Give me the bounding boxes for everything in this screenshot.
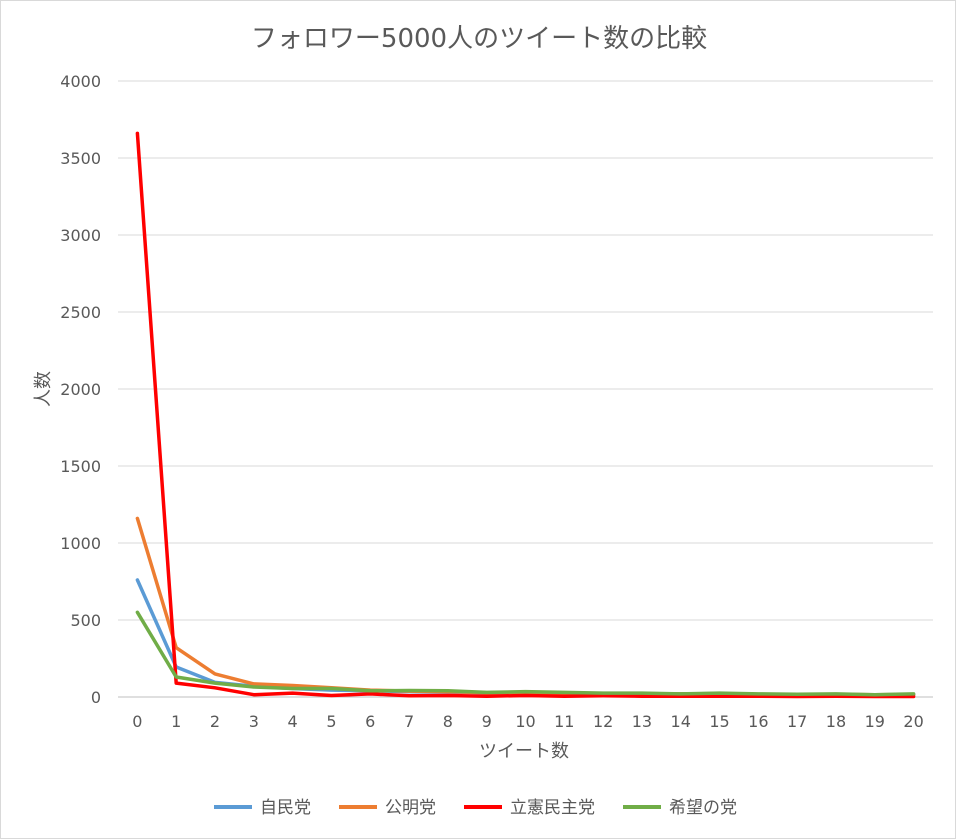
x-tick-label: 15 [709,712,729,731]
x-axis-tick-labels: 0 1 2 3 4 5 6 7 8 9 10 11 12 13 14 15 16 17 18 19 20 [132,712,923,731]
gridlines [118,80,933,698]
chart-title: フォロワー5000人のツイート数の比較 [251,24,707,54]
x-tick-label: 19 [865,712,885,731]
x-tick-label: 16 [748,712,768,731]
x-tick-label: 4 [288,712,298,731]
y-tick-label: 1000 [60,534,101,553]
legend: 自民党 公明党 立憲民主党 希望の党 [214,797,737,818]
series-line-1 [135,516,916,697]
x-tick-label: 3 [249,712,259,731]
y-tick-label: 0 [91,688,101,707]
y-tick-label: 3500 [60,149,101,168]
y-axis-tick-labels: 0 500 1000 1500 2000 2500 3000 3500 4000 [60,72,101,707]
x-tick-label: 18 [826,712,846,731]
x-tick-label: 9 [482,712,492,731]
x-tick-label: 8 [443,712,453,731]
y-tick-label: 3000 [60,226,101,245]
legend-item: 立憲民主党 [464,797,595,818]
x-tick-label: 10 [515,712,535,731]
x-tick-label: 1 [171,712,181,731]
x-tick-label: 14 [671,712,691,731]
x-tick-label: 20 [903,712,923,731]
x-tick-label: 5 [326,712,336,731]
y-tick-label: 1500 [60,457,101,476]
x-tick-label: 6 [365,712,375,731]
x-tick-label: 2 [210,712,220,731]
x-tick-label: 13 [632,712,652,731]
y-tick-label: 500 [70,611,101,630]
y-tick-label: 4000 [60,72,101,91]
legend-item: 自民党 [214,798,311,818]
x-tick-label: 7 [404,712,414,731]
legend-label: 自民党 [260,798,311,818]
x-tick-label: 12 [593,712,613,731]
legend-item: 希望の党 [623,798,737,818]
x-tick-label: 11 [554,712,574,731]
legend-label: 公明党 [385,798,436,818]
legend-label: 立憲民主党 [510,797,595,818]
legend-item: 公明党 [339,798,436,818]
series-line-3 [135,610,916,697]
x-axis-title: ツイート数 [479,741,569,762]
y-tick-label: 2000 [60,380,101,399]
x-tick-label: 17 [787,712,807,731]
legend-label: 希望の党 [669,798,737,818]
y-axis-title: 人数 [33,371,54,407]
series-line-0 [135,578,916,697]
series-line-2 [135,131,916,699]
x-tick-label: 0 [132,712,142,731]
series-lines [135,131,916,699]
y-tick-label: 2500 [60,303,101,322]
